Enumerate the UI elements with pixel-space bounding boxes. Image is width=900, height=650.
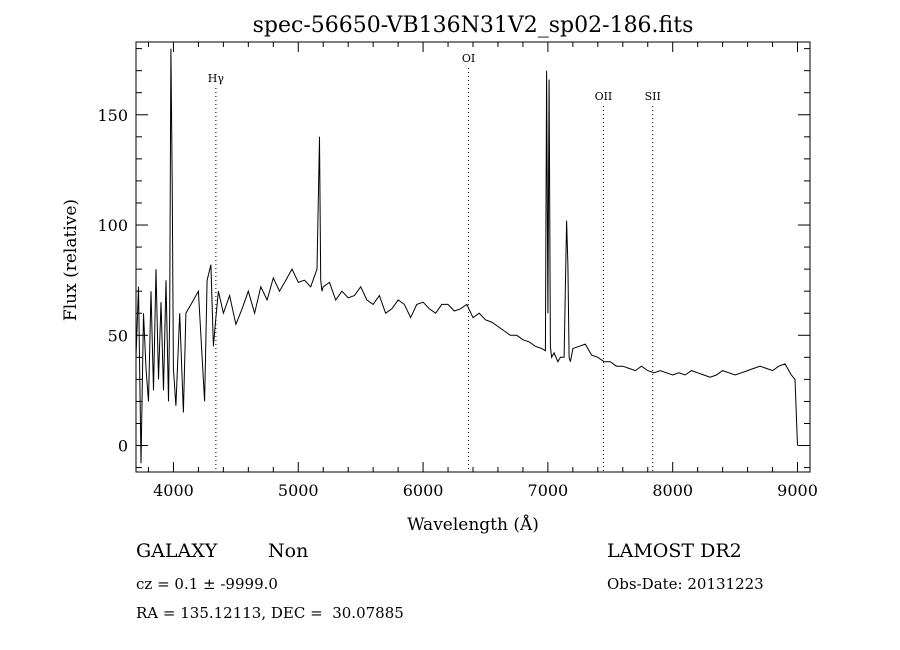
y-tick-label: 150 [97,106,128,125]
x-tick-label: 5000 [278,481,319,500]
plot-frame [135,41,811,473]
y-tick-label: 50 [108,326,128,345]
line-label: OII [595,90,613,103]
x-tick-label: 6000 [403,481,444,500]
line-label: OI [462,52,475,65]
spectrum-line [135,48,798,464]
y-axis-label: Flux (relative) [61,199,81,321]
x-tick-label: 4000 [153,481,194,500]
line-label: SII [645,90,661,103]
x-tick-label: 7000 [528,481,569,500]
coordinates-text: RA = 135.12113, DEC = 30.07885 [136,604,404,622]
survey-name: LAMOST DR2 [607,540,742,562]
y-tick-label: 0 [118,437,128,456]
plot-layer: 4000 5000 6000 7000 8000 9000 0 50 100 150 Hγ OI OII… [97,41,818,500]
line-label: Hγ [208,72,225,85]
x-tick-label: 8000 [652,481,693,500]
object-class: GALAXY [136,540,218,562]
y-tick-label: 100 [97,216,128,235]
x-tick-label: 9000 [777,481,818,500]
redshift-text: cz = 0.1 ± -9999.0 [136,575,278,593]
obs-date-text: Obs-Date: 20131223 [607,575,764,593]
object-subclass: Non [268,540,309,562]
chart-title: spec-56650-VB136N31V2_sp02-186.fits [253,13,694,38]
x-axis-label: Wavelength (Å) [407,514,539,535]
